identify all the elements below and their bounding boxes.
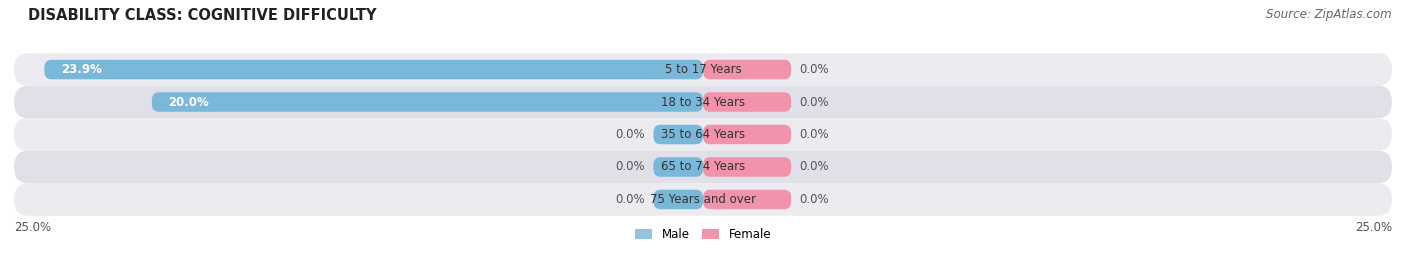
FancyBboxPatch shape: [703, 157, 792, 177]
Text: 0.0%: 0.0%: [616, 193, 645, 206]
Text: 65 to 74 Years: 65 to 74 Years: [661, 161, 745, 174]
FancyBboxPatch shape: [654, 125, 703, 144]
Text: 0.0%: 0.0%: [800, 63, 830, 76]
Text: 75 Years and over: 75 Years and over: [650, 193, 756, 206]
Text: 0.0%: 0.0%: [616, 161, 645, 174]
FancyBboxPatch shape: [14, 53, 1392, 86]
Text: 5 to 17 Years: 5 to 17 Years: [665, 63, 741, 76]
Text: DISABILITY CLASS: COGNITIVE DIFFICULTY: DISABILITY CLASS: COGNITIVE DIFFICULTY: [28, 8, 377, 23]
FancyBboxPatch shape: [14, 86, 1392, 118]
FancyBboxPatch shape: [703, 125, 792, 144]
Text: Source: ZipAtlas.com: Source: ZipAtlas.com: [1267, 8, 1392, 21]
FancyBboxPatch shape: [14, 118, 1392, 151]
Text: 0.0%: 0.0%: [800, 193, 830, 206]
FancyBboxPatch shape: [45, 60, 703, 79]
FancyBboxPatch shape: [703, 92, 792, 112]
FancyBboxPatch shape: [14, 151, 1392, 183]
Text: 0.0%: 0.0%: [800, 95, 830, 108]
Text: 23.9%: 23.9%: [60, 63, 101, 76]
Text: 35 to 64 Years: 35 to 64 Years: [661, 128, 745, 141]
FancyBboxPatch shape: [703, 190, 792, 209]
Text: 18 to 34 Years: 18 to 34 Years: [661, 95, 745, 108]
FancyBboxPatch shape: [654, 157, 703, 177]
Text: 20.0%: 20.0%: [169, 95, 209, 108]
Text: 0.0%: 0.0%: [800, 161, 830, 174]
FancyBboxPatch shape: [654, 190, 703, 209]
Text: 0.0%: 0.0%: [800, 128, 830, 141]
Legend: Male, Female: Male, Female: [630, 223, 776, 246]
Text: 25.0%: 25.0%: [1355, 221, 1392, 233]
FancyBboxPatch shape: [14, 183, 1392, 216]
FancyBboxPatch shape: [152, 92, 703, 112]
Text: 0.0%: 0.0%: [616, 128, 645, 141]
FancyBboxPatch shape: [703, 60, 792, 79]
Text: 25.0%: 25.0%: [14, 221, 51, 233]
